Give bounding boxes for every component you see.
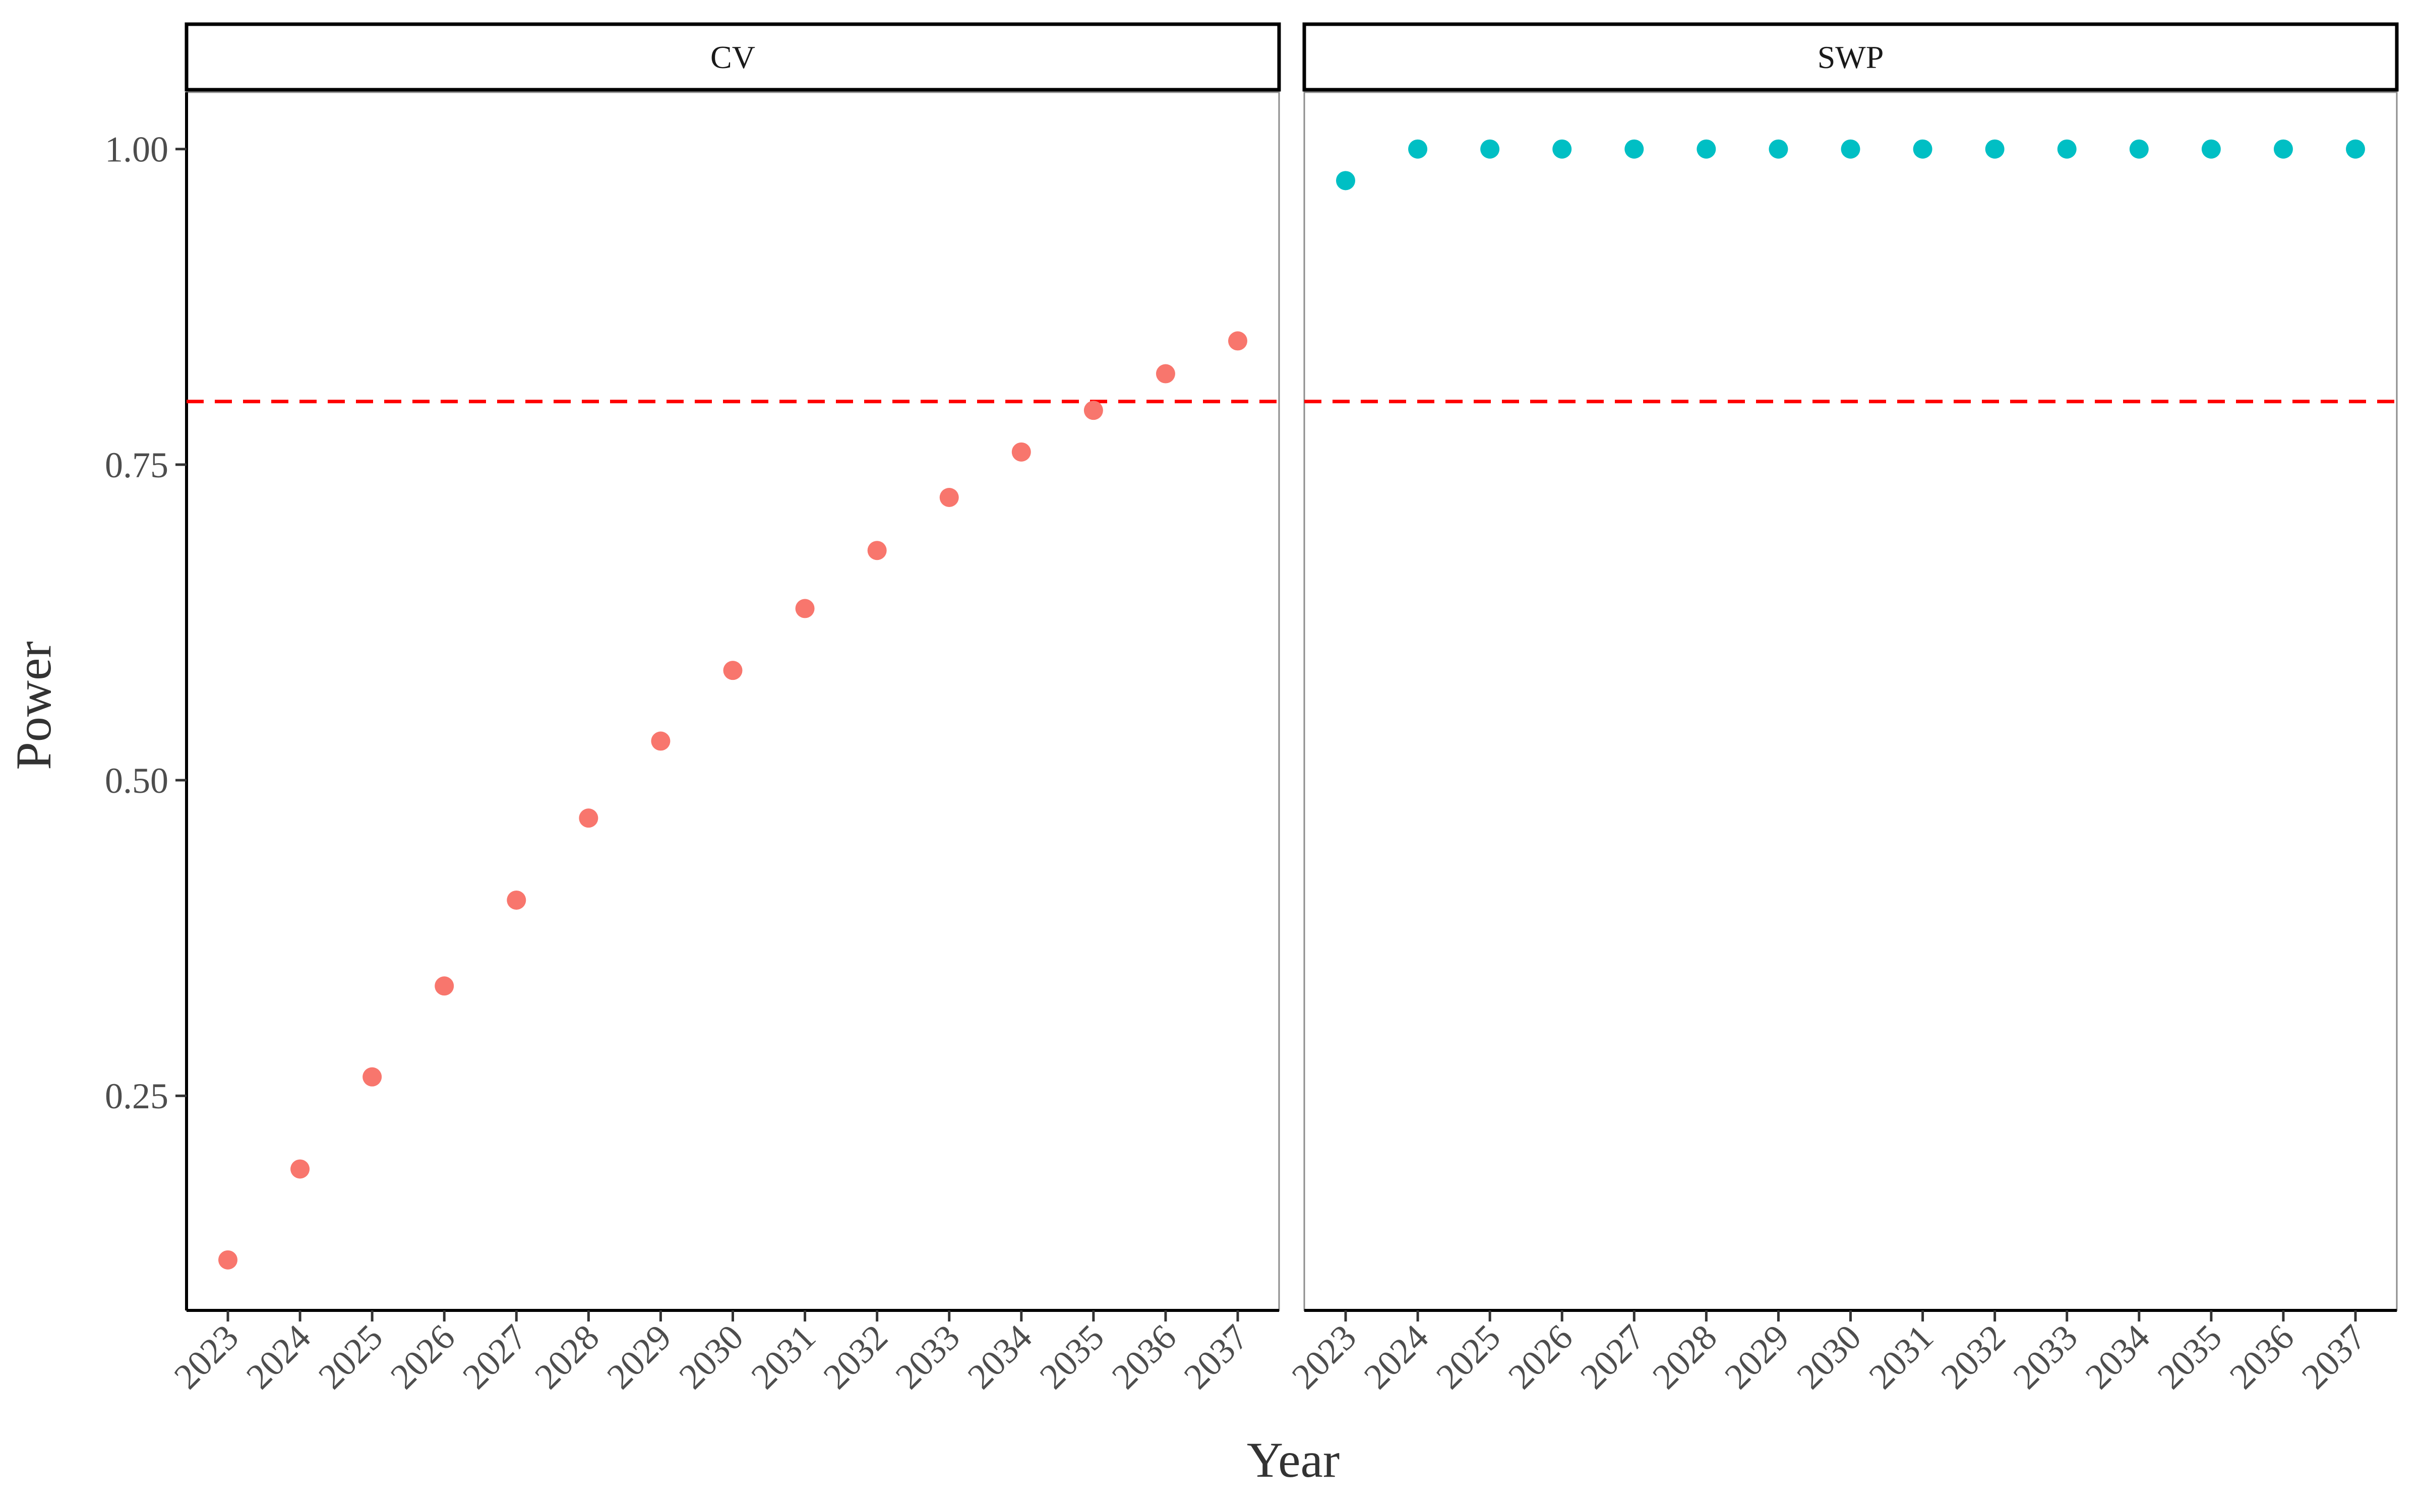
x-tick-label: 2036 <box>1104 1317 1184 1397</box>
x-tick-label: 2031 <box>1861 1317 1941 1397</box>
x-tick-label: 2035 <box>2150 1317 2229 1397</box>
data-point <box>1769 139 1788 159</box>
y-tick-label: 1.00 <box>105 130 168 170</box>
data-point <box>435 976 454 996</box>
x-tick-label: 2030 <box>671 1317 751 1397</box>
data-point <box>1985 139 2005 159</box>
x-tick-label: 2023 <box>166 1317 246 1397</box>
data-point <box>795 599 815 618</box>
x-tick-label: 2035 <box>1032 1317 1112 1397</box>
data-point <box>1156 364 1175 384</box>
x-tick-label: 2037 <box>1176 1317 1256 1397</box>
y-axis-title: Power <box>6 641 62 770</box>
data-point <box>1228 331 1247 351</box>
panel-cv: CV0.250.500.751.002023202420252026202720… <box>105 22 1281 1397</box>
x-tick-label: 2032 <box>816 1317 895 1397</box>
x-tick-label: 2034 <box>960 1317 1040 1397</box>
x-tick-label: 2028 <box>527 1317 607 1397</box>
data-point <box>651 731 671 751</box>
data-point <box>1480 139 1500 159</box>
x-tick-label: 2027 <box>455 1317 534 1397</box>
data-point <box>939 487 959 507</box>
x-tick-label: 2037 <box>2294 1317 2374 1397</box>
x-tick-label: 2029 <box>599 1317 679 1397</box>
data-point <box>723 661 743 680</box>
strip-background <box>1302 22 2399 92</box>
x-tick-label: 2034 <box>2078 1317 2157 1397</box>
data-point <box>1011 442 1031 462</box>
data-point <box>218 1250 237 1270</box>
data-point <box>2201 139 2221 159</box>
y-tick-label: 0.50 <box>105 761 168 801</box>
data-point <box>362 1067 382 1087</box>
panel-border <box>1303 91 2398 1311</box>
x-tick-label: 2029 <box>1717 1317 1796 1397</box>
x-tick-label: 2030 <box>1789 1317 1868 1397</box>
x-tick-label: 2023 <box>1284 1317 1364 1397</box>
x-tick-label: 2033 <box>2006 1317 2085 1397</box>
x-tick-label: 2033 <box>888 1317 967 1397</box>
data-point <box>1841 139 1860 159</box>
strip-background <box>185 22 1281 92</box>
data-point <box>1083 401 1103 420</box>
x-tick-label: 2036 <box>2222 1317 2302 1397</box>
data-point <box>2346 139 2365 159</box>
panel-swp: SWP2023202420252026202720282029203020312… <box>1284 22 2399 1397</box>
x-tick-label: 2025 <box>311 1317 390 1397</box>
data-point <box>579 808 598 828</box>
data-point <box>2057 139 2077 159</box>
x-axis-title: Year <box>1247 1432 1340 1488</box>
x-tick-label: 2024 <box>238 1317 318 1397</box>
data-point <box>1697 139 1716 159</box>
y-tick-label: 0.75 <box>105 445 168 485</box>
strip-label: CV <box>710 39 755 75</box>
data-point <box>1624 139 1644 159</box>
data-point <box>507 890 526 910</box>
x-tick-label: 2032 <box>1933 1317 2013 1397</box>
y-tick-label: 0.25 <box>105 1076 168 1116</box>
data-point <box>1336 171 1355 191</box>
x-tick-label: 2028 <box>1645 1317 1724 1397</box>
strip-label: SWP <box>1818 39 1884 75</box>
data-point <box>2273 139 2293 159</box>
data-point <box>290 1159 310 1179</box>
panels: CV0.250.500.751.002023202420252026202720… <box>105 22 2399 1397</box>
x-tick-label: 2027 <box>1572 1317 1652 1397</box>
data-point <box>1552 139 1572 159</box>
x-tick-label: 2031 <box>743 1317 823 1397</box>
x-tick-label: 2024 <box>1356 1317 1436 1397</box>
x-tick-label: 2026 <box>1500 1317 1580 1397</box>
panel-border <box>186 91 1280 1311</box>
data-point <box>867 541 887 560</box>
x-tick-label: 2026 <box>383 1317 462 1397</box>
data-point <box>1408 139 1428 159</box>
data-point <box>1913 139 1932 159</box>
data-point <box>2129 139 2149 159</box>
x-tick-label: 2025 <box>1428 1317 1508 1397</box>
